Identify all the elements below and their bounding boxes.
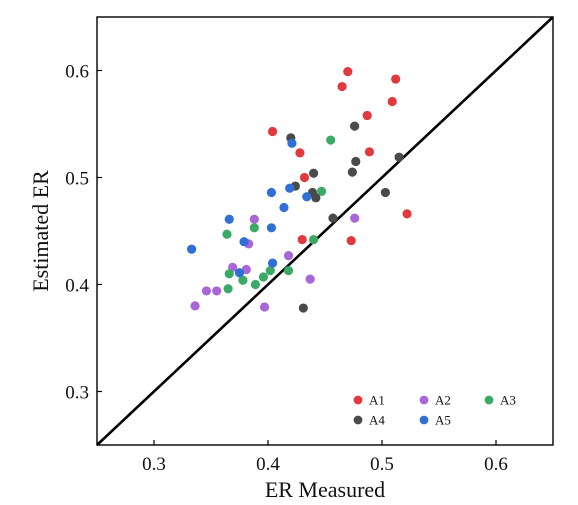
- data-point-a2: [241, 264, 251, 275]
- data-point-a5: [302, 192, 312, 202]
- data-point-a2: [190, 301, 200, 311]
- data-point-a4: [351, 156, 361, 167]
- data-point-a3: [283, 265, 294, 276]
- data-point-a1: [267, 126, 278, 137]
- ticks-layer: 0.3 0.4 0.5 0.6 0.3 0.4 0.5 0.6: [65, 62, 508, 476]
- data-point-a1: [346, 236, 356, 246]
- data-point-a5: [266, 187, 277, 198]
- data-point-a4: [350, 121, 360, 131]
- data-point-a4: [309, 168, 319, 178]
- legend-label-a2: A2: [435, 393, 451, 408]
- data-point-a5: [279, 202, 289, 213]
- x-axis-label: ER Measured: [265, 477, 385, 502]
- data-point-a2: [249, 214, 259, 224]
- data-point-a3: [238, 275, 248, 285]
- points-layer: [187, 66, 412, 313]
- data-point-a2: [201, 286, 212, 296]
- x-tick-label: 0.3: [142, 454, 166, 475]
- data-point-a3: [222, 229, 232, 239]
- data-point-a5: [267, 258, 278, 268]
- legend: A1 A2 A3 A4 A5: [353, 393, 516, 428]
- data-point-a4: [328, 213, 338, 223]
- data-point-a4: [311, 193, 321, 203]
- y-tick-label: 0.3: [65, 383, 89, 404]
- y-axis-label: Estimated ER: [28, 170, 53, 292]
- data-point-a3: [250, 279, 261, 290]
- data-point-a5: [239, 237, 249, 247]
- data-point-a3: [258, 272, 269, 282]
- data-point-a5: [187, 244, 197, 254]
- x-tick-label: 0.6: [484, 454, 508, 475]
- data-point-a1: [297, 234, 307, 245]
- legend-marker-a4: [353, 415, 363, 425]
- data-point-a2: [283, 251, 294, 261]
- data-point-a3: [224, 269, 234, 279]
- legend-label-a4: A4: [369, 413, 385, 428]
- legend-marker-a1: [353, 395, 363, 405]
- data-point-a5: [285, 183, 295, 193]
- legend-marker-a5: [419, 415, 429, 425]
- data-point-a4: [380, 187, 391, 198]
- data-point-a3: [265, 265, 275, 276]
- data-point-a4: [298, 303, 308, 313]
- data-point-a2: [212, 286, 222, 296]
- reference-line-y-equals-x: [96, 16, 554, 446]
- data-point-a1: [362, 110, 372, 121]
- legend-label-a5: A5: [435, 413, 451, 428]
- data-point-a4: [394, 152, 404, 162]
- data-point-a2: [350, 213, 360, 223]
- data-point-a1: [387, 96, 397, 107]
- data-point-a1: [343, 66, 353, 77]
- y-tick-label: 0.5: [65, 169, 89, 190]
- y-tick-label: 0.4: [65, 276, 89, 297]
- data-point-a3: [223, 284, 233, 294]
- data-point-a1: [364, 147, 375, 157]
- data-point-a3: [326, 135, 336, 145]
- data-point-a5: [287, 138, 297, 148]
- data-point-a1: [299, 172, 310, 183]
- data-point-a5: [266, 223, 277, 233]
- legend-marker-a3: [484, 395, 494, 405]
- y-tick-label: 0.6: [65, 62, 89, 83]
- data-point-a1: [295, 148, 305, 158]
- data-point-a3: [309, 234, 319, 245]
- data-point-a2: [305, 274, 315, 284]
- legend-label-a1: A1: [369, 393, 385, 408]
- data-point-a5: [234, 268, 245, 278]
- data-point-a1: [391, 74, 401, 84]
- data-point-a1: [337, 81, 347, 92]
- data-point-a2: [259, 302, 270, 312]
- x-tick-label: 0.5: [370, 454, 394, 475]
- data-point-a3: [249, 223, 259, 233]
- legend-marker-a2: [419, 395, 429, 405]
- legend-label-a3: A3: [500, 393, 516, 408]
- data-point-a1: [402, 209, 412, 219]
- plot-frame: [96, 16, 554, 446]
- data-point-a4: [347, 167, 357, 177]
- data-point-a3: [316, 186, 327, 197]
- data-point-a5: [224, 214, 234, 224]
- x-tick-label: 0.4: [256, 454, 280, 475]
